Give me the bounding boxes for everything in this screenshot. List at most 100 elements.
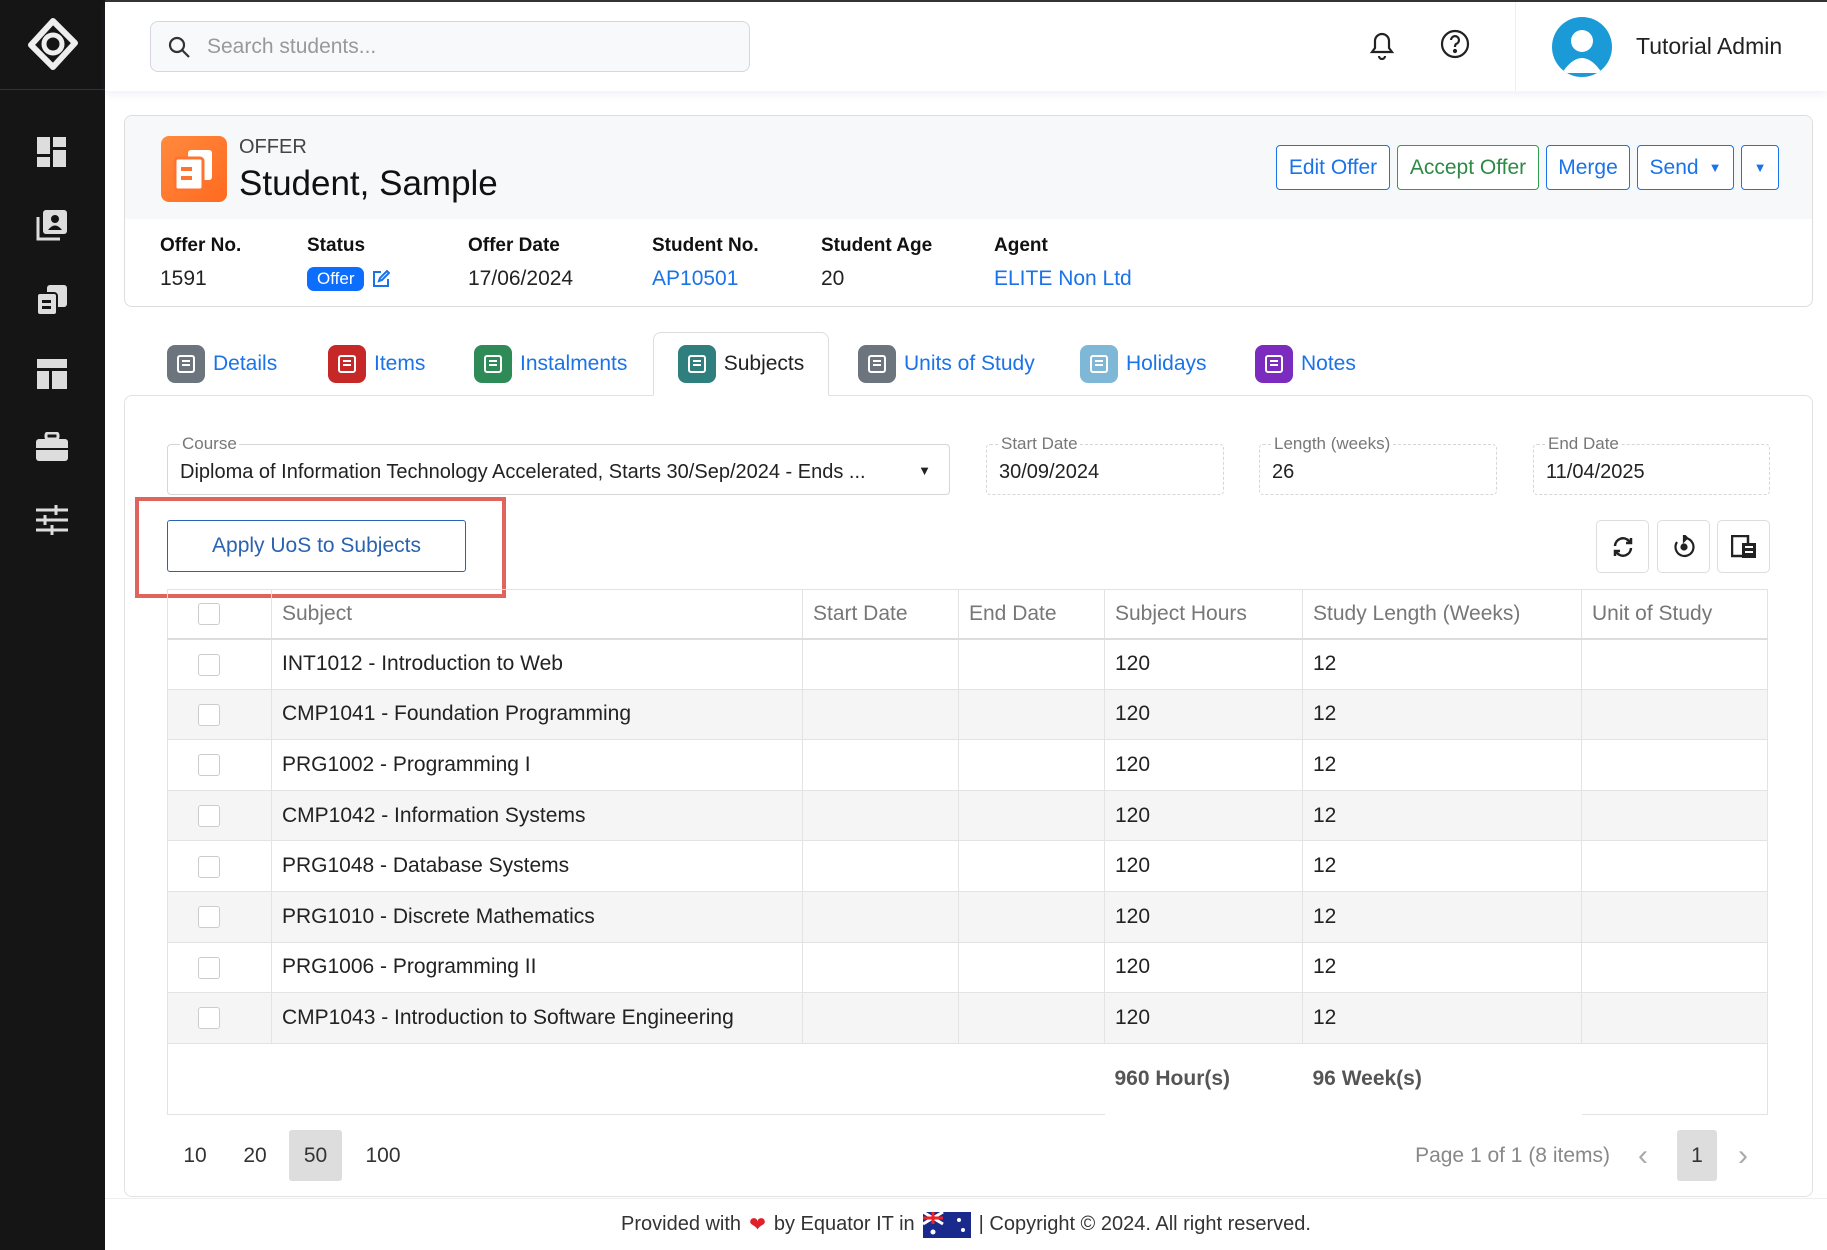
edit-status-icon[interactable] [372, 270, 391, 288]
edit-offer-button[interactable]: Edit Offer [1276, 145, 1390, 190]
tab-label: Holidays [1126, 352, 1207, 375]
col-subject[interactable]: Subject [271, 589, 803, 640]
row-checkbox[interactable] [198, 805, 220, 828]
cell-uos [1581, 739, 1768, 791]
table-row[interactable]: PRG1010 - Discrete Mathematics 120 12 [167, 891, 1768, 943]
accept-offer-button[interactable]: Accept Offer [1397, 145, 1539, 190]
apply-uos-button[interactable]: Apply UoS to Subjects [167, 520, 466, 572]
cell-subject: PRG1010 - Discrete Mathematics [271, 891, 803, 943]
page-size-10[interactable]: 10 [183, 1143, 207, 1167]
end-date-field[interactable]: End Date 11/04/2025 [1533, 434, 1770, 495]
tab-instalments[interactable]: Instalments [464, 332, 637, 396]
table-row[interactable]: PRG1002 - Programming I 120 12 [167, 739, 1768, 791]
tab-units-of-study[interactable]: Units of Study [848, 332, 1045, 396]
page-size-20[interactable]: 20 [243, 1143, 267, 1167]
user-name: Tutorial Admin [1636, 33, 1783, 59]
agent-label: Agent [994, 235, 1048, 256]
cell-subject: PRG1048 - Database Systems [271, 840, 803, 892]
bell-icon[interactable] [1367, 28, 1397, 66]
tab-label: Instalments [520, 352, 628, 375]
cell-uos [1581, 942, 1768, 994]
avatar [1552, 16, 1612, 77]
subjects-icon [677, 345, 716, 383]
student-age-label: Student Age [821, 235, 933, 256]
cell-weeks: 12 [1302, 992, 1582, 1044]
start-date-label: Start Date [999, 434, 1080, 454]
status-badge: Offer [307, 267, 365, 291]
table-row[interactable]: CMP1042 - Information Systems 120 12 [167, 790, 1768, 842]
tab-details[interactable]: Details [157, 332, 287, 396]
cell-start [802, 638, 959, 690]
cell-end [958, 992, 1105, 1044]
search-box[interactable] [150, 21, 750, 72]
course-select[interactable]: Course Diploma of Information Technology… [167, 434, 950, 495]
contacts-icon[interactable] [30, 203, 74, 247]
search-input[interactable] [207, 34, 727, 59]
cell-hours: 120 [1104, 891, 1303, 943]
offer-date: 17/06/2024 [468, 267, 574, 290]
col-end-date[interactable]: End Date [958, 589, 1105, 640]
row-checkbox[interactable] [198, 754, 220, 777]
send-button[interactable]: Send ▼ [1637, 145, 1734, 190]
page-size-50[interactable]: 50 [289, 1130, 342, 1181]
length-field[interactable]: Length (weeks) 26 [1259, 434, 1497, 495]
end-date-value: 11/04/2025 [1546, 461, 1645, 483]
offer-date-label: Offer Date [468, 235, 560, 256]
refresh-button[interactable] [1596, 520, 1649, 573]
briefcase-icon[interactable] [30, 425, 74, 469]
tab-holidays[interactable]: Holidays [1070, 332, 1217, 396]
tab-items[interactable]: Items [318, 332, 435, 396]
table-row[interactable]: CMP1041 - Foundation Programming 120 12 [167, 689, 1768, 741]
agent-link[interactable]: ELITE Non Ltd [994, 267, 1132, 290]
offer-no: 1591 [160, 267, 207, 290]
next-page-icon[interactable]: › [1738, 1138, 1748, 1172]
student-no-link[interactable]: AP10501 [652, 267, 739, 290]
page-title: Student, Sample [239, 164, 498, 203]
prev-page-icon[interactable]: ‹ [1638, 1138, 1648, 1172]
table-row[interactable]: PRG1048 - Database Systems 120 12 [167, 840, 1768, 892]
sliders-icon[interactable] [30, 498, 74, 542]
footer-text: Provided with [621, 1213, 742, 1235]
col-subject-hours[interactable]: Subject Hours [1104, 589, 1303, 640]
select-all-checkbox[interactable] [198, 603, 220, 626]
col-unit-of-study[interactable]: Unit of Study [1581, 589, 1768, 640]
cell-uos [1581, 891, 1768, 943]
tab-label: Units of Study [904, 352, 1035, 375]
cell-start [802, 790, 959, 842]
table-row[interactable]: CMP1043 - Introduction to Software Engin… [167, 992, 1768, 1044]
cell-weeks: 12 [1302, 891, 1582, 943]
column-chooser-button[interactable] [1717, 520, 1770, 573]
table-row[interactable]: INT1012 - Introduction to Web 120 12 [167, 638, 1768, 690]
app-logo[interactable] [0, 0, 105, 90]
reset-button[interactable] [1657, 520, 1710, 573]
row-checkbox[interactable] [198, 1007, 220, 1030]
page-1-button[interactable]: 1 [1677, 1130, 1717, 1181]
row-checkbox[interactable] [198, 906, 220, 929]
items-icon [328, 345, 366, 383]
tab-notes[interactable]: Notes [1245, 332, 1366, 396]
cell-start [802, 840, 959, 892]
total-weeks: 96 Week(s) [1312, 1067, 1422, 1090]
length-value: 26 [1272, 461, 1295, 483]
footer: Provided with ❤ by Equator IT in | Copyr… [105, 1198, 1827, 1250]
tab-subjects[interactable]: Subjects [653, 332, 829, 396]
start-date-field[interactable]: Start Date 30/09/2024 [986, 434, 1224, 495]
user-menu[interactable]: Tutorial Admin [1515, 2, 1827, 91]
table-row[interactable]: PRG1006 - Programming II 120 12 [167, 942, 1768, 994]
more-dropdown-button[interactable]: ▼ [1741, 145, 1779, 190]
merge-button[interactable]: Merge [1546, 145, 1630, 190]
row-checkbox[interactable] [198, 956, 220, 979]
cell-start [802, 992, 959, 1044]
offers-icon[interactable] [30, 278, 74, 322]
cell-hours: 120 [1104, 638, 1303, 690]
row-checkbox[interactable] [198, 653, 220, 676]
layout-icon[interactable] [30, 352, 74, 396]
page-size-100[interactable]: 100 [365, 1143, 401, 1167]
col-study-length[interactable]: Study Length (Weeks) [1302, 589, 1582, 640]
col-start-date[interactable]: Start Date [802, 589, 959, 640]
tab-label: Details [213, 352, 278, 375]
help-icon[interactable] [1439, 28, 1471, 66]
dashboard-icon[interactable] [30, 130, 74, 174]
row-checkbox[interactable] [198, 855, 220, 878]
row-checkbox[interactable] [198, 703, 220, 726]
